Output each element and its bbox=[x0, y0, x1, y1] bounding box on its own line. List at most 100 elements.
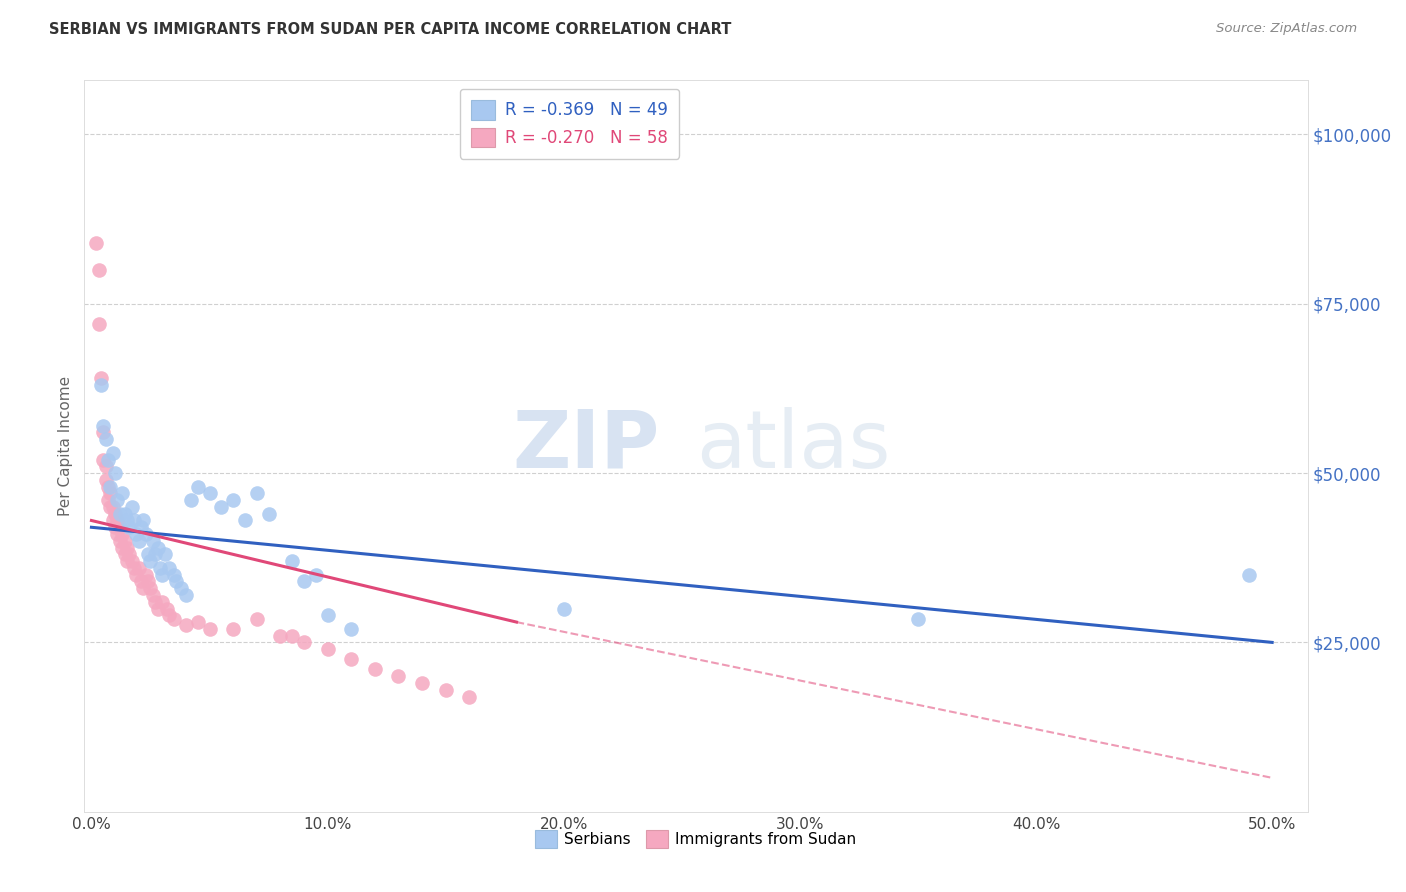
Point bbox=[98, 480, 121, 494]
Point bbox=[107, 527, 129, 541]
Point bbox=[198, 486, 221, 500]
Point bbox=[111, 486, 134, 500]
Point bbox=[316, 642, 339, 657]
Point bbox=[187, 480, 209, 494]
Point bbox=[233, 514, 256, 528]
Point bbox=[108, 507, 131, 521]
Point bbox=[269, 629, 291, 643]
Text: SERBIAN VS IMMIGRANTS FROM SUDAN PER CAPITA INCOME CORRELATION CHART: SERBIAN VS IMMIGRANTS FROM SUDAN PER CAP… bbox=[49, 22, 731, 37]
Point bbox=[115, 554, 138, 568]
Text: atlas: atlas bbox=[696, 407, 890, 485]
Point bbox=[98, 500, 121, 514]
Point bbox=[153, 547, 176, 561]
Point bbox=[91, 425, 114, 440]
Point bbox=[104, 466, 127, 480]
Point bbox=[142, 588, 165, 602]
Point bbox=[246, 486, 269, 500]
Point bbox=[90, 378, 112, 392]
Point bbox=[174, 588, 197, 602]
Point bbox=[108, 520, 131, 534]
Point bbox=[156, 601, 179, 615]
Point bbox=[292, 635, 315, 649]
Point bbox=[364, 663, 387, 677]
Point bbox=[91, 452, 114, 467]
Point bbox=[257, 507, 280, 521]
Point bbox=[139, 554, 162, 568]
Point bbox=[128, 561, 150, 575]
Point bbox=[458, 690, 481, 704]
Point bbox=[434, 682, 457, 697]
Point bbox=[174, 618, 197, 632]
Point bbox=[121, 554, 143, 568]
Point bbox=[97, 480, 120, 494]
Point bbox=[114, 547, 136, 561]
Point bbox=[170, 581, 193, 595]
Point bbox=[180, 493, 202, 508]
Text: ZIP: ZIP bbox=[512, 407, 659, 485]
Point bbox=[146, 601, 169, 615]
Point bbox=[101, 514, 124, 528]
Text: Source: ZipAtlas.com: Source: ZipAtlas.com bbox=[1216, 22, 1357, 36]
Point bbox=[111, 541, 134, 555]
Point bbox=[91, 418, 114, 433]
Point bbox=[114, 533, 136, 548]
Point bbox=[222, 622, 245, 636]
Point bbox=[84, 235, 107, 250]
Point bbox=[149, 561, 172, 575]
Point bbox=[118, 520, 141, 534]
Point bbox=[166, 574, 188, 589]
Point bbox=[157, 608, 180, 623]
Point bbox=[122, 514, 145, 528]
Point bbox=[125, 527, 148, 541]
Point bbox=[246, 612, 269, 626]
Point bbox=[115, 541, 138, 555]
Point bbox=[292, 574, 315, 589]
Point bbox=[553, 601, 575, 615]
Point bbox=[387, 669, 409, 683]
Point bbox=[114, 507, 136, 521]
Point bbox=[143, 595, 166, 609]
Point bbox=[128, 533, 150, 548]
Point bbox=[87, 317, 110, 331]
Point bbox=[97, 493, 120, 508]
Point bbox=[108, 533, 131, 548]
Point bbox=[115, 514, 138, 528]
Point bbox=[107, 514, 129, 528]
Point bbox=[136, 574, 159, 589]
Point bbox=[132, 581, 155, 595]
Point bbox=[187, 615, 209, 629]
Point bbox=[94, 473, 117, 487]
Point bbox=[157, 561, 180, 575]
Point bbox=[150, 595, 173, 609]
Point bbox=[111, 527, 134, 541]
Point bbox=[139, 581, 162, 595]
Point bbox=[104, 520, 127, 534]
Point bbox=[107, 493, 129, 508]
Point bbox=[87, 263, 110, 277]
Point bbox=[222, 493, 245, 508]
Point bbox=[136, 547, 159, 561]
Point bbox=[98, 486, 121, 500]
Point bbox=[132, 514, 155, 528]
Point bbox=[94, 432, 117, 446]
Point bbox=[316, 608, 339, 623]
Point bbox=[340, 622, 363, 636]
Point bbox=[135, 527, 157, 541]
Point bbox=[281, 554, 304, 568]
Point bbox=[340, 652, 363, 666]
Point bbox=[125, 567, 148, 582]
Point bbox=[143, 547, 166, 561]
Point bbox=[209, 500, 232, 514]
Point bbox=[97, 452, 120, 467]
Point bbox=[907, 612, 929, 626]
Y-axis label: Per Capita Income: Per Capita Income bbox=[58, 376, 73, 516]
Point bbox=[121, 500, 143, 514]
Point bbox=[90, 371, 112, 385]
Point bbox=[198, 622, 221, 636]
Point bbox=[129, 520, 152, 534]
Point bbox=[146, 541, 169, 555]
Point bbox=[101, 446, 124, 460]
Point bbox=[135, 567, 157, 582]
Point bbox=[281, 629, 304, 643]
Point bbox=[94, 459, 117, 474]
